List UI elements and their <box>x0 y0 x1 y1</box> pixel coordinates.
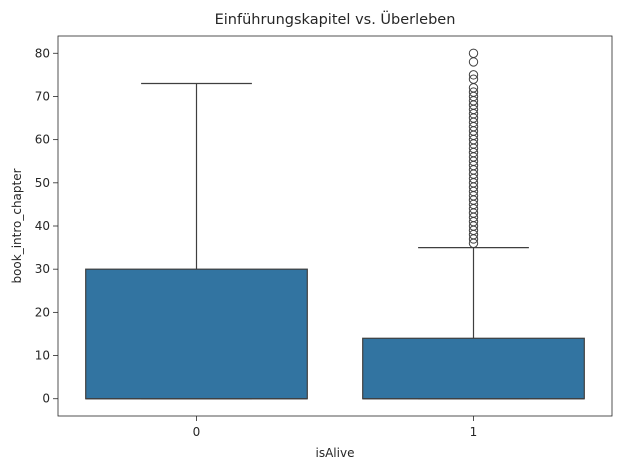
chart-title: Einführungskapitel vs. Überleben <box>215 10 456 28</box>
x-tick-label: 0 <box>193 425 201 439</box>
box-iqr-1 <box>362 337 585 400</box>
outlier-point <box>468 57 479 67</box>
y-tick-label: 20 <box>35 305 50 319</box>
box-iqr-0 <box>85 268 308 400</box>
y-tick-label: 50 <box>35 176 50 190</box>
y-axis: 0 10 20 30 40 50 60 70 80 <box>35 46 58 406</box>
y-tick-label: 0 <box>42 392 50 406</box>
y-tick-label: 30 <box>35 262 50 276</box>
outlier-point <box>468 48 479 58</box>
x-axis-label: isAlive <box>316 446 355 460</box>
y-tick-label: 10 <box>35 349 50 363</box>
outlier-point <box>468 74 479 84</box>
y-tick-label: 70 <box>35 89 50 103</box>
outlier-point <box>468 70 479 80</box>
x-tick-label: 1 <box>470 425 478 439</box>
y-tick-label: 40 <box>35 219 50 233</box>
outlier-point <box>468 87 479 97</box>
y-tick-label: 80 <box>35 46 50 60</box>
y-axis-label: book_intro_chapter <box>10 168 24 283</box>
y-tick-label: 60 <box>35 133 50 147</box>
boxes-layer <box>85 48 585 400</box>
